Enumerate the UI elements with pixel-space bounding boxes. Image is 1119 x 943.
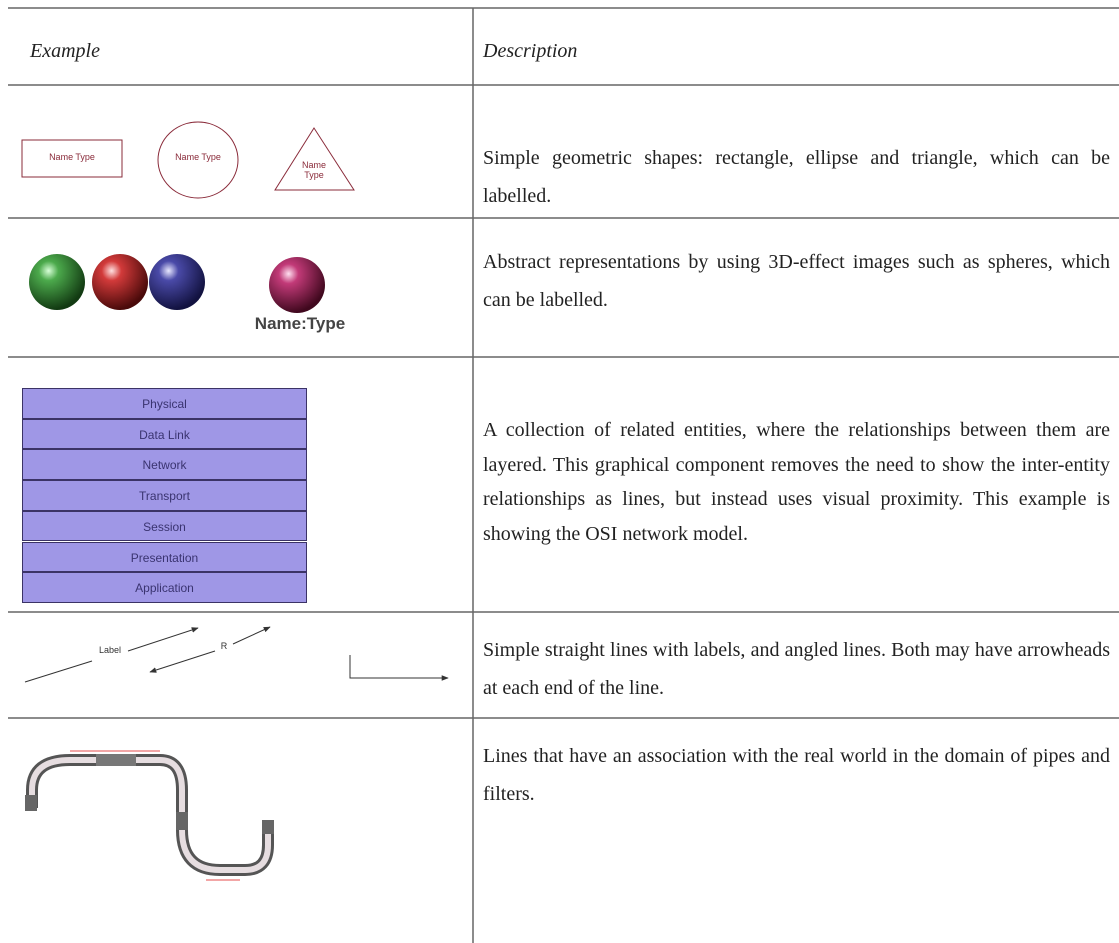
- ellipse-label: Name Type: [175, 152, 221, 162]
- layer: Transport: [22, 480, 307, 511]
- description: Abstract representations by using 3D-eff…: [483, 251, 1110, 311]
- layer: Session: [22, 510, 307, 542]
- header-description: Description: [483, 40, 578, 62]
- layer: Data Link: [22, 418, 307, 450]
- line-label: Label: [98, 645, 122, 655]
- triangle-label: Name Type: [301, 160, 326, 180]
- layer: Presentation: [22, 541, 307, 573]
- description: Simple straight lines with labels, and a…: [483, 639, 1110, 699]
- layer: Application: [22, 572, 307, 603]
- rect-label: Name Type: [49, 152, 95, 162]
- header-example: Example: [30, 40, 100, 62]
- description: Simple geometric shapes: rectangle, elli…: [483, 147, 1110, 207]
- layer: Network: [22, 449, 307, 481]
- layer: Physical: [22, 388, 307, 419]
- description: A collection of related entities, where …: [483, 419, 1110, 545]
- sphere-label: Name:Type: [254, 314, 346, 333]
- description: Lines that have an association with the …: [483, 745, 1110, 805]
- line-label: R: [220, 641, 228, 651]
